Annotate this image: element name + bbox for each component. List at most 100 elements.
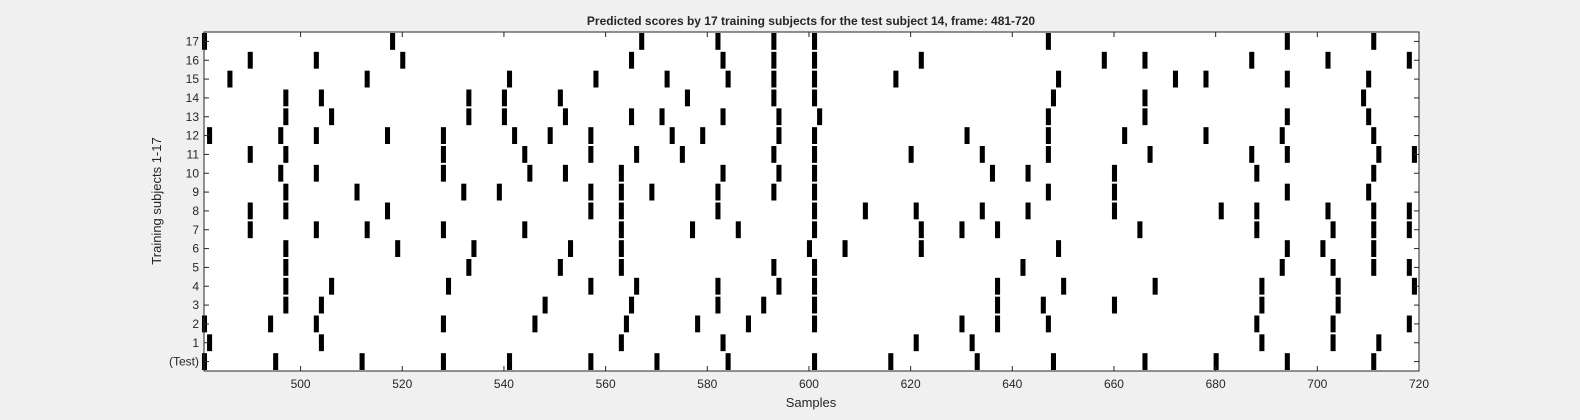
event-mark	[629, 51, 635, 69]
event-mark	[1249, 146, 1255, 163]
event-mark	[557, 89, 563, 107]
event-mark	[1371, 221, 1377, 239]
event-mark	[1142, 89, 1148, 107]
y-tick-label: 1	[192, 336, 199, 350]
event-mark	[395, 240, 401, 257]
event-mark	[1279, 127, 1285, 144]
event-mark	[1020, 259, 1026, 276]
event-mark	[720, 334, 726, 352]
event-mark	[501, 108, 507, 126]
event-mark	[522, 146, 528, 163]
event-mark	[354, 183, 360, 201]
y-tick-label: 16	[186, 53, 200, 67]
event-mark	[634, 146, 640, 163]
event-mark	[959, 221, 965, 239]
event-mark	[735, 221, 741, 239]
x-tick-label: 600	[799, 377, 819, 391]
event-mark	[501, 89, 507, 107]
y-tick-label: 10	[186, 166, 200, 180]
event-mark	[776, 164, 782, 182]
event-mark	[715, 277, 721, 295]
event-mark	[440, 164, 446, 182]
event-mark	[1325, 51, 1331, 69]
event-mark	[974, 353, 980, 370]
event-mark	[1045, 33, 1051, 50]
event-mark	[908, 146, 914, 163]
event-mark	[329, 277, 335, 295]
event-mark	[1361, 89, 1367, 107]
event-mark	[1111, 183, 1118, 201]
event-mark	[588, 146, 594, 163]
event-mark	[557, 259, 563, 276]
event-mark	[207, 334, 213, 352]
event-mark	[715, 296, 721, 314]
x-tick-label: 660	[1104, 377, 1124, 391]
event-mark	[1025, 164, 1031, 182]
event-mark	[329, 108, 335, 126]
event-mark	[618, 164, 624, 182]
y-tick-label: (Test)	[169, 355, 199, 369]
event-mark	[669, 127, 675, 144]
event-mark	[1147, 146, 1153, 163]
event-mark	[725, 353, 731, 370]
event-mark	[776, 108, 782, 126]
event-mark	[506, 70, 513, 88]
x-tick-label: 680	[1206, 377, 1226, 391]
y-tick-label: 4	[192, 279, 199, 293]
event-mark	[1284, 146, 1290, 163]
event-mark	[1142, 51, 1148, 69]
event-mark	[1376, 334, 1382, 352]
event-mark	[1172, 70, 1179, 88]
event-mark	[720, 108, 726, 126]
event-mark	[745, 315, 751, 333]
event-mark	[817, 108, 823, 126]
event-mark	[812, 202, 818, 220]
event-mark	[384, 127, 391, 144]
event-mark	[812, 164, 818, 182]
event-mark	[812, 89, 818, 107]
event-mark	[684, 89, 690, 107]
event-mark	[771, 89, 777, 107]
event-mark	[1254, 202, 1260, 220]
y-tick-label: 8	[192, 204, 199, 218]
x-tick-label: 720	[1409, 377, 1429, 391]
event-mark	[440, 221, 446, 239]
event-mark	[1137, 221, 1143, 239]
x-tick-label: 560	[596, 377, 616, 391]
event-mark	[1371, 259, 1377, 276]
event-mark	[690, 221, 696, 239]
x-tick-label: 620	[901, 377, 921, 391]
event-mark	[771, 33, 777, 50]
event-mark	[995, 277, 1001, 295]
x-tick-label: 540	[494, 377, 514, 391]
event-mark	[771, 70, 777, 88]
event-mark	[588, 353, 594, 370]
event-mark	[629, 108, 635, 126]
event-mark	[725, 70, 731, 88]
event-mark	[440, 315, 446, 333]
event-mark	[1040, 296, 1046, 314]
event-mark	[1203, 70, 1209, 88]
y-tick-label: 2	[192, 317, 199, 331]
y-tick-label: 14	[186, 91, 200, 105]
y-tick-label: 12	[186, 129, 200, 143]
event-mark	[1056, 70, 1062, 88]
event-mark	[1335, 296, 1341, 314]
event-mark	[384, 202, 391, 220]
event-mark	[283, 277, 289, 295]
event-mark	[247, 51, 253, 69]
event-mark	[1050, 353, 1056, 370]
event-mark	[313, 315, 319, 333]
event-mark	[1406, 51, 1412, 69]
event-mark	[1254, 315, 1260, 333]
event-mark	[547, 127, 553, 144]
event-mark	[664, 70, 670, 88]
event-mark	[1406, 259, 1412, 276]
event-mark	[918, 51, 924, 69]
y-axis-label: Training subjects 1-17	[149, 137, 164, 264]
event-mark	[969, 334, 975, 352]
event-mark	[527, 164, 533, 182]
event-mark	[812, 353, 818, 370]
event-mark	[445, 277, 452, 295]
